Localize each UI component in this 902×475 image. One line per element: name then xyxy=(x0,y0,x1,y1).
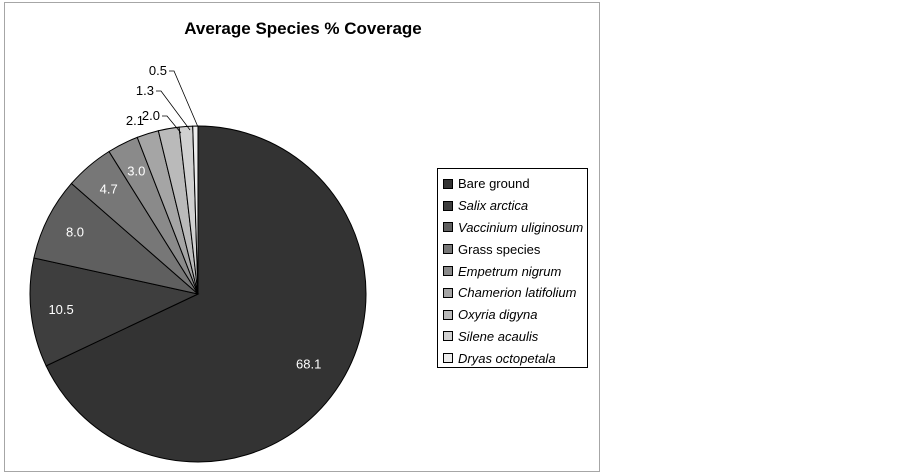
leader-line xyxy=(169,70,199,128)
data-label: 10.5 xyxy=(48,302,73,317)
legend-label: Salix arctica xyxy=(458,198,529,214)
legend-swatch xyxy=(443,222,453,233)
pie-chart: 68.1 10.5 8.0 4.7 3.0 2.12.0 1.3 0.5 xyxy=(29,63,367,463)
data-label: 0.5 xyxy=(149,63,167,78)
legend-swatch xyxy=(443,353,453,364)
legend-label: Silene acaulis xyxy=(458,328,539,344)
data-label: 3.0 xyxy=(127,163,145,178)
legend-swatch xyxy=(443,287,453,298)
legend-item: Dryas octopetala xyxy=(438,347,587,369)
legend-swatch xyxy=(443,200,453,211)
data-label: 68.1 xyxy=(296,357,321,372)
legend-item: Bare ground xyxy=(438,173,587,195)
leader-line xyxy=(162,115,182,134)
legend-item: Salix arctica xyxy=(438,195,587,217)
legend-item: Chamerion latifolium xyxy=(438,282,587,304)
data-label: 4.7 xyxy=(100,182,118,197)
legend-label: Grass species xyxy=(458,241,541,257)
chart-title: Average Species % Coverage xyxy=(184,19,422,38)
legend-item: Empetrum nigrum xyxy=(438,260,587,282)
legend-item: Silene acaulis xyxy=(438,326,587,348)
legend-item: Vaccinium uliginosum xyxy=(438,217,587,239)
legend-swatch xyxy=(443,178,453,189)
data-label: 2.0 xyxy=(142,108,160,123)
pie-slice xyxy=(45,125,367,463)
legend-swatch xyxy=(443,331,453,342)
legend-swatch xyxy=(443,266,453,277)
legend-label: Chamerion latifolium xyxy=(458,285,577,301)
legend-item: Oxyria digyna xyxy=(438,304,587,326)
legend-label: Bare ground xyxy=(458,176,530,192)
data-label: 2.1 xyxy=(126,113,144,128)
data-label: 1.3 xyxy=(136,83,154,98)
legend-item: Grass species xyxy=(438,238,587,260)
chart-area: Average Species % Coverage 68.1 10.5 8.0 4.… xyxy=(4,2,600,472)
data-label: 8.0 xyxy=(66,225,84,240)
legend-label: Oxyria digyna xyxy=(458,307,538,323)
legend-label: Empetrum nigrum xyxy=(458,263,562,279)
leader-line xyxy=(156,90,191,131)
legend-swatch xyxy=(443,244,453,255)
legend-label: Dryas octopetala xyxy=(458,350,556,366)
legend-label: Vaccinium uliginosum xyxy=(458,219,584,235)
legend: Bare ground Salix arctica Vaccinium uligin… xyxy=(437,168,588,368)
legend-swatch xyxy=(443,309,453,320)
